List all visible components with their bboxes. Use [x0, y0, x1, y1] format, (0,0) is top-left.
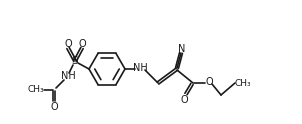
Text: N: N [178, 44, 186, 54]
Text: CH₃: CH₃ [28, 86, 44, 94]
Text: O: O [50, 102, 58, 112]
Text: O: O [78, 39, 86, 49]
Text: O: O [64, 39, 72, 49]
Text: S: S [72, 56, 78, 66]
Text: NH: NH [61, 71, 76, 81]
Text: O: O [180, 95, 188, 105]
Text: CH₃: CH₃ [235, 78, 251, 88]
Text: NH: NH [133, 63, 147, 73]
Text: O: O [205, 77, 213, 87]
